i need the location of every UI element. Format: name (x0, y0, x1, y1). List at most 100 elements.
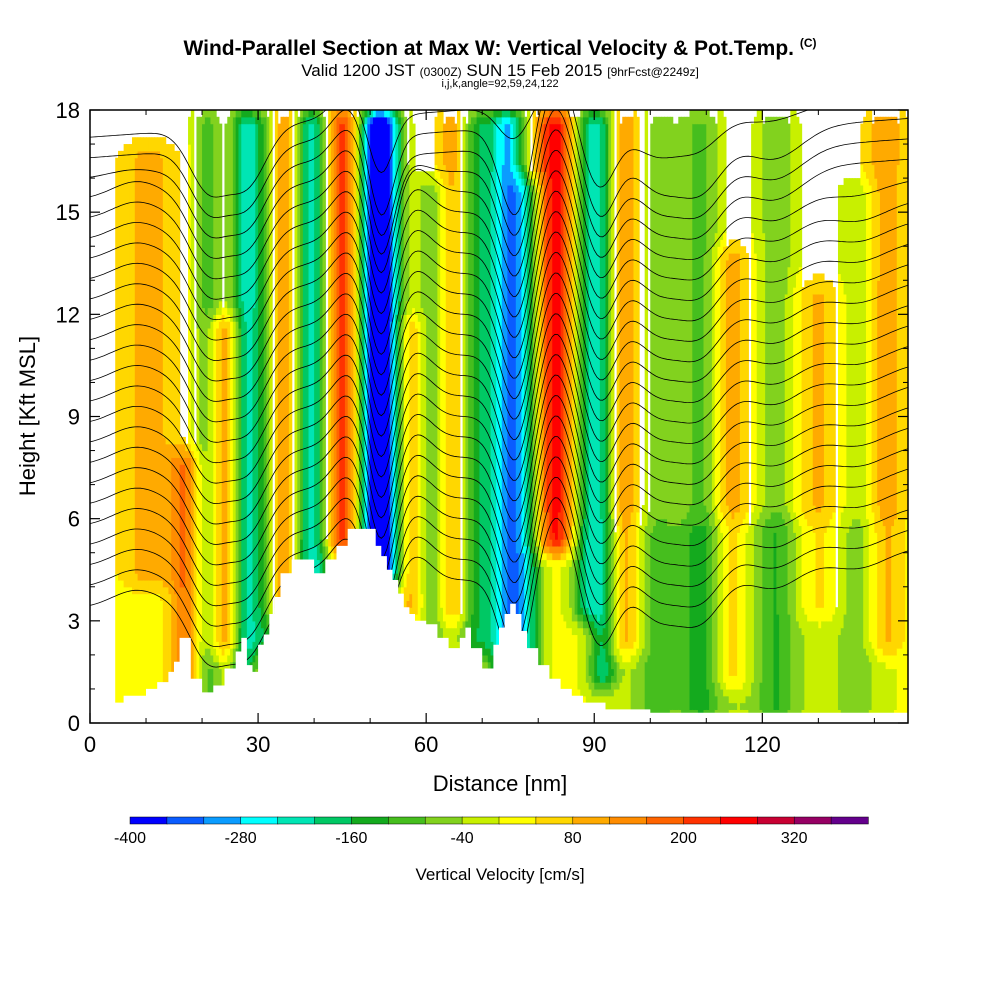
theta-contour (90, 374, 908, 525)
velocity-cell (580, 620, 584, 629)
velocity-cell (459, 614, 464, 629)
velocity-cell (815, 607, 819, 622)
velocity-cell (714, 525, 719, 697)
velocity-cell (879, 661, 884, 723)
velocity-cell (529, 178, 534, 186)
velocity-cell (613, 661, 618, 683)
velocity-cell (541, 123, 545, 172)
colorbar-tick-label: -160 (335, 830, 367, 847)
velocity-cell (342, 110, 346, 118)
velocity-cell (224, 307, 228, 322)
velocity-cell (591, 634, 595, 683)
velocity-cell (162, 586, 167, 717)
velocity-cell (188, 457, 192, 710)
velocity-cell (555, 539, 559, 547)
colorbar-swatch (609, 816, 648, 825)
velocity-cell (384, 110, 388, 118)
velocity-cell (700, 110, 705, 125)
colorbar-tick-label: 320 (781, 830, 808, 847)
velocity-cell (599, 695, 604, 704)
velocity-cell (594, 688, 598, 697)
velocity-cell (751, 682, 755, 717)
velocity-cell (381, 110, 385, 118)
velocity-cell (728, 253, 733, 513)
velocity-cell (319, 552, 324, 581)
velocity-cell (302, 123, 307, 581)
velocity-cell (711, 511, 716, 683)
velocity-cell (815, 511, 819, 608)
velocity-cell (501, 116, 506, 166)
velocity-cell (779, 511, 783, 717)
velocity-cell (585, 539, 590, 608)
velocity-cell (742, 246, 747, 520)
velocity-cell (795, 620, 800, 717)
velocity-cell (504, 123, 508, 676)
velocity-cell (308, 116, 312, 125)
velocity-cell (588, 123, 593, 615)
velocity-cell (630, 654, 635, 670)
velocity-cell (507, 116, 511, 125)
velocity-cell (849, 178, 853, 527)
velocity-cell (451, 614, 455, 629)
velocity-cell (339, 123, 343, 540)
velocity-cell (555, 559, 559, 723)
theta-contour (90, 110, 603, 198)
velocity-cell (720, 239, 724, 254)
velocity-cell (616, 525, 621, 649)
velocity-cell (339, 110, 343, 118)
velocity-cell (428, 184, 433, 656)
velocity-cell (518, 110, 523, 118)
velocity-cell (370, 110, 374, 118)
velocity-cell (527, 178, 531, 186)
velocity-cell (815, 273, 819, 295)
velocity-cell (557, 116, 562, 125)
colorbar-swatch (830, 816, 869, 825)
velocity-cell (182, 464, 186, 588)
velocity-cell (725, 525, 730, 690)
velocity-cell (787, 266, 791, 513)
velocity-cell (210, 110, 214, 125)
velocity-cell (669, 525, 674, 710)
velocity-cell (795, 518, 800, 622)
velocity-cell (370, 116, 374, 125)
velocity-cell (255, 110, 259, 118)
velocity-cell (591, 620, 595, 636)
velocity-cell (154, 150, 158, 581)
theta-contour (90, 435, 908, 586)
y-tick-label: 18 (56, 98, 80, 123)
velocity-cell (571, 525, 576, 547)
velocity-cell (832, 511, 836, 615)
velocity-cell (470, 614, 475, 649)
velocity-cell (238, 307, 242, 329)
velocity-cell (137, 579, 142, 595)
velocity-cell (244, 123, 248, 322)
velocity-cell (753, 505, 758, 527)
velocity-cell (714, 259, 719, 506)
velocity-cell (714, 695, 719, 710)
velocity-cell (627, 525, 632, 649)
velocity-cell (437, 184, 441, 622)
velocity-cell (655, 518, 660, 717)
velocity-cell (560, 614, 565, 723)
velocity-cell (316, 116, 321, 125)
velocity-cell (456, 614, 461, 622)
velocity-cell (597, 123, 601, 622)
velocity-cell (129, 586, 133, 723)
velocity-cell (216, 116, 220, 309)
velocity-cell (793, 287, 797, 513)
velocity-cell (437, 620, 441, 649)
velocity-cell (580, 116, 584, 527)
velocity-cell (230, 648, 234, 663)
velocity-cell (588, 688, 593, 704)
velocity-cell (339, 116, 343, 125)
colorbar-swatch (572, 816, 611, 825)
velocity-cell (560, 123, 565, 540)
velocity-cell (529, 171, 534, 179)
velocity-cell (364, 123, 368, 554)
velocity-cell (224, 321, 228, 329)
velocity-cell (837, 634, 842, 710)
velocity-cell (328, 552, 332, 561)
velocity-cell (499, 116, 503, 125)
velocity-cell (700, 525, 705, 717)
velocity-cell (134, 593, 139, 723)
